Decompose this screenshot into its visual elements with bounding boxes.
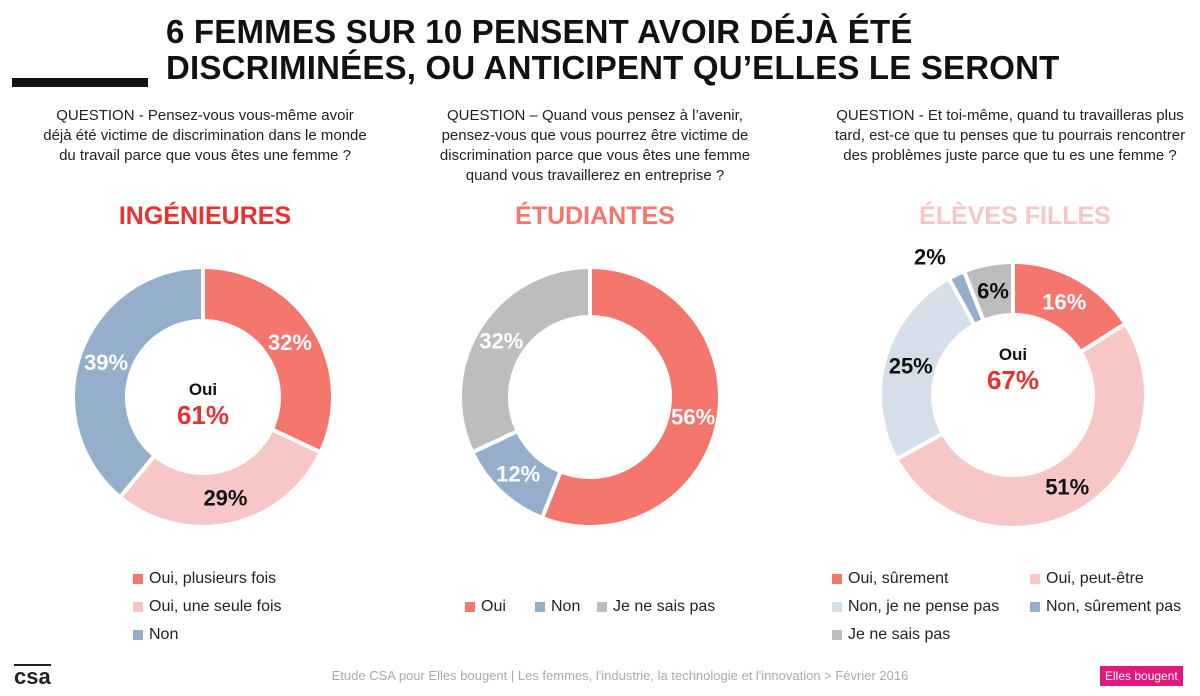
legend-swatch bbox=[832, 574, 842, 584]
legend-label: Oui, plusieurs fois bbox=[149, 570, 277, 587]
slice-label: 2% bbox=[914, 245, 946, 270]
legend-item: Non bbox=[535, 598, 580, 616]
title-line-2: DISCRIMINÉES, OU ANTICIPENT QU’ELLES LE … bbox=[166, 49, 1060, 86]
slice-label: 56% bbox=[671, 405, 715, 430]
legend-item: Oui, une seule fois bbox=[133, 598, 282, 616]
legend-swatch bbox=[133, 602, 143, 612]
slice-label: 25% bbox=[889, 353, 933, 378]
legend-item: Non bbox=[133, 626, 178, 644]
slice-label: 29% bbox=[203, 486, 247, 511]
question-ingenieures: QUESTION - Pensez-vous vous-même avoir d… bbox=[43, 107, 367, 164]
legend-swatch bbox=[597, 602, 607, 612]
legend-label: Oui, peut-être bbox=[1046, 570, 1144, 587]
legend-swatch bbox=[133, 574, 143, 584]
chart-title-eleves: ÉLÈVES FILLES bbox=[919, 202, 1111, 230]
slice-label: 12% bbox=[496, 462, 540, 487]
center-value: 67% bbox=[986, 365, 1040, 395]
donut-slice-0-2 bbox=[71, 264, 205, 500]
legend-label: Non, sûrement pas bbox=[1046, 598, 1182, 615]
slice-label: 51% bbox=[1045, 475, 1089, 500]
legend-label: Non, je ne pense pas bbox=[848, 598, 1000, 615]
donut-slice-1-0 bbox=[539, 264, 722, 529]
slice-label: 39% bbox=[84, 350, 128, 375]
legend-item: Je ne sais pas bbox=[597, 598, 715, 616]
legend-label: Non bbox=[551, 598, 581, 615]
center-value: 61% bbox=[176, 400, 230, 430]
question-eleves: QUESTION - Et toi-même, quand tu travail… bbox=[834, 107, 1186, 164]
center-ingenieures: Oui 61% bbox=[173, 380, 233, 431]
center-label: Oui bbox=[998, 345, 1028, 364]
center-label: Oui bbox=[188, 380, 218, 399]
legend-label: Non bbox=[149, 626, 179, 643]
legend-swatch bbox=[535, 602, 545, 612]
legend-item: Je ne sais pas bbox=[832, 626, 950, 644]
legend-swatch bbox=[832, 602, 842, 612]
legend-swatch bbox=[1030, 574, 1040, 584]
legend-swatch bbox=[1030, 602, 1040, 612]
legend-item: Oui, plusieurs fois bbox=[133, 570, 276, 588]
legend-label: Je ne sais pas bbox=[613, 598, 716, 615]
chart-title-ingenieures: INGÉNIEURES bbox=[118, 202, 292, 230]
csa-logo: csa bbox=[14, 664, 51, 689]
accent-bar bbox=[12, 78, 148, 87]
donut-slice-0-0 bbox=[201, 264, 335, 456]
legend-label: Je ne sais pas bbox=[848, 626, 951, 643]
legend-label: Oui, sûrement bbox=[848, 570, 949, 587]
title-line-1: 6 FEMMES SUR 10 PENSENT AVOIR DÉJÀ ÉTÉ bbox=[166, 13, 913, 50]
footer-text: Etude CSA pour Elles bougent | Les femme… bbox=[331, 668, 909, 683]
legend-item: Oui, sûrement bbox=[832, 570, 948, 588]
legend-item: Non, je ne pense pas bbox=[832, 598, 999, 616]
donut-slice-2-4 bbox=[961, 259, 1015, 324]
legend-swatch bbox=[832, 630, 842, 640]
elles-bougent-logo: Elles bougent bbox=[1100, 666, 1183, 686]
page-title: 6 FEMMES SUR 10 PENSENT AVOIR DÉJÀ ÉTÉ D… bbox=[166, 14, 1060, 86]
legend-swatch bbox=[133, 630, 143, 640]
donut-slice-2-1 bbox=[893, 320, 1148, 530]
donut-slice-1-2 bbox=[458, 264, 592, 456]
center-eleves: Oui 67% bbox=[983, 345, 1043, 396]
legend-swatch bbox=[465, 602, 475, 612]
question-etudiantes: QUESTION – Quand vous pensez à l’avenir,… bbox=[439, 107, 751, 184]
chart-title-etudiantes: ÉTUDIANTES bbox=[515, 202, 675, 230]
legend-item: Oui, peut-être bbox=[1030, 570, 1144, 588]
slice-label: 32% bbox=[479, 329, 523, 354]
slice-label: 6% bbox=[977, 278, 1009, 303]
legend-label: Oui bbox=[481, 598, 506, 615]
slice-label: 16% bbox=[1042, 290, 1086, 315]
donut-slice-2-2 bbox=[878, 275, 978, 462]
legend-item: Oui bbox=[465, 598, 506, 616]
donut-slice-0-1 bbox=[117, 426, 324, 529]
legend-item: Non, sûrement pas bbox=[1030, 598, 1181, 616]
legend-label: Oui, une seule fois bbox=[149, 598, 282, 615]
slice-label: 32% bbox=[268, 330, 312, 355]
